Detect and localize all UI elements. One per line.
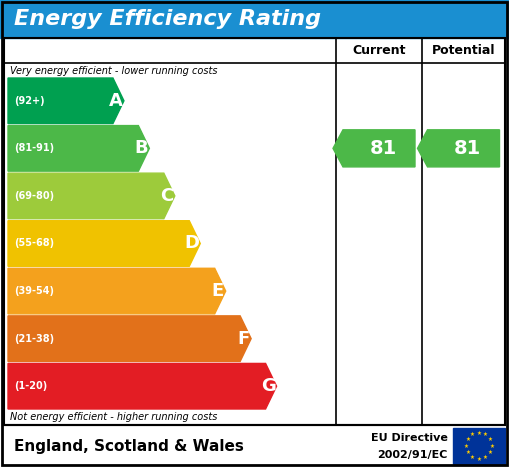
Text: F: F: [237, 330, 249, 347]
Text: (39-54): (39-54): [14, 286, 54, 296]
Polygon shape: [8, 126, 149, 171]
Text: (69-80): (69-80): [14, 191, 54, 201]
Text: ★: ★: [490, 444, 494, 448]
Bar: [453, 428, 505, 464]
Polygon shape: [333, 130, 415, 167]
Text: Not energy efficient - higher running costs: Not energy efficient - higher running co…: [10, 412, 217, 422]
Polygon shape: [8, 268, 225, 314]
Text: 81: 81: [454, 139, 481, 158]
Polygon shape: [8, 221, 200, 266]
Bar: [4, 38, 505, 425]
Text: B: B: [134, 139, 148, 157]
Bar: [0, 425, 509, 467]
Text: ★: ★: [465, 437, 470, 442]
Text: E: E: [212, 282, 224, 300]
Polygon shape: [8, 173, 175, 219]
Text: Energy Efficiency Rating: Energy Efficiency Rating: [14, 9, 321, 29]
Text: ★: ★: [488, 437, 493, 442]
Text: ★: ★: [476, 431, 482, 436]
Text: (92+): (92+): [14, 96, 45, 106]
Text: 2002/91/EC: 2002/91/EC: [378, 450, 448, 460]
Text: G: G: [261, 377, 276, 395]
Polygon shape: [417, 130, 499, 167]
Text: ★: ★: [470, 455, 475, 460]
Polygon shape: [8, 363, 276, 409]
Text: ★: ★: [465, 450, 470, 455]
Text: 81: 81: [370, 139, 397, 158]
Polygon shape: [8, 316, 251, 361]
Text: ★: ★: [476, 457, 482, 461]
Text: A: A: [109, 92, 123, 110]
Text: C: C: [160, 187, 174, 205]
Text: ★: ★: [488, 450, 493, 455]
Text: (55-68): (55-68): [14, 239, 54, 248]
Polygon shape: [8, 78, 124, 124]
Text: ★: ★: [470, 432, 475, 437]
Text: (1-20): (1-20): [14, 381, 47, 391]
Text: ★: ★: [483, 432, 488, 437]
Bar: [0, 0, 509, 38]
Text: EU Directive: EU Directive: [371, 433, 448, 444]
Text: (21-38): (21-38): [14, 333, 54, 344]
Text: Current: Current: [352, 44, 406, 57]
Text: D: D: [185, 234, 200, 253]
Text: Potential: Potential: [432, 44, 495, 57]
Text: ★: ★: [483, 455, 488, 460]
Text: ★: ★: [464, 444, 468, 448]
Text: England, Scotland & Wales: England, Scotland & Wales: [14, 439, 244, 453]
Text: (81-91): (81-91): [14, 143, 54, 153]
Text: Very energy efficient - lower running costs: Very energy efficient - lower running co…: [10, 66, 217, 76]
